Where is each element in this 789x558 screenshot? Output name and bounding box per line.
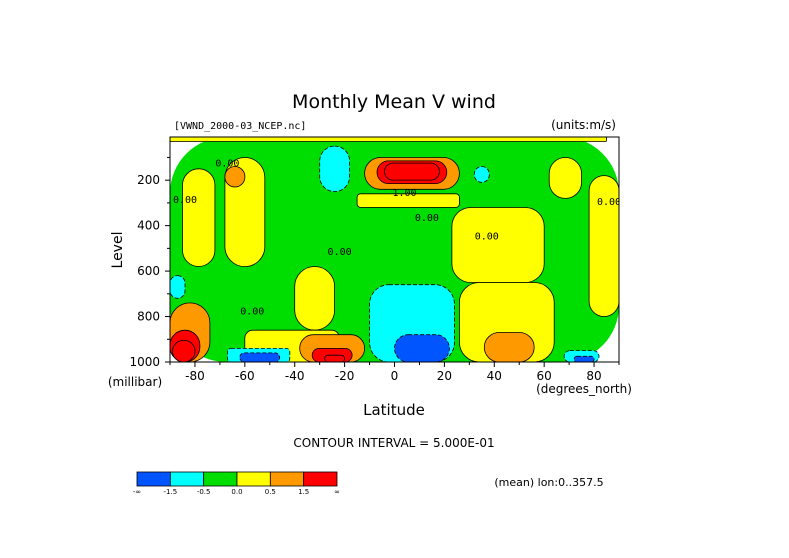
colorbar-label: -0.5 bbox=[197, 488, 211, 496]
x-tick-label: 80 bbox=[586, 369, 601, 383]
y-axis-label: Level bbox=[110, 232, 126, 269]
x-axis-label: Latitude bbox=[363, 401, 425, 419]
y-tick-label: 200 bbox=[137, 173, 160, 187]
colorbar-swatch bbox=[303, 471, 338, 487]
x-axis-ticks: -80 -60 -40 -20 0 20 40 60 80 bbox=[169, 362, 620, 383]
dataset-label: [VWND_2000-03_NCEP.nc] bbox=[174, 121, 306, 132]
contour-label: 1.00 bbox=[392, 188, 416, 199]
contour-label: 0.00 bbox=[173, 195, 197, 206]
x-tick-label: 20 bbox=[437, 369, 452, 383]
y-units-label: (millibar) bbox=[108, 375, 162, 389]
x-tick-label: 60 bbox=[537, 369, 552, 383]
contour-region bbox=[170, 137, 607, 142]
colorbar-swatch bbox=[169, 471, 205, 487]
contour-label: 0.00 bbox=[328, 247, 352, 258]
y-axis-ticks: 200 400 600 800 1000 bbox=[129, 156, 170, 369]
x-tick-label: -20 bbox=[335, 369, 355, 383]
contour-label: 0.00 bbox=[475, 231, 499, 242]
contour-region bbox=[172, 340, 196, 362]
y-tick-label: 600 bbox=[137, 264, 160, 278]
x-tick-label: -80 bbox=[185, 369, 205, 383]
colorbar-swatch bbox=[203, 471, 238, 487]
contour-region bbox=[319, 145, 351, 193]
y-tick-label: 800 bbox=[137, 310, 160, 324]
contour-region bbox=[356, 193, 460, 208]
contour-label: 0.00 bbox=[215, 159, 239, 170]
contour-region bbox=[483, 332, 535, 362]
y-tick-label: 400 bbox=[137, 219, 160, 233]
colorbar: -∞ -1.5 -0.5 0.0 0.5 1.5 ∞ bbox=[133, 471, 340, 496]
colorbar-label: 0.0 bbox=[231, 488, 242, 496]
contour-region bbox=[170, 275, 186, 299]
contour-region bbox=[182, 168, 216, 267]
colorbar-swatch bbox=[269, 471, 305, 487]
units-label: (units:m/s) bbox=[551, 118, 616, 132]
x-units-label: (degrees_north) bbox=[536, 382, 632, 396]
x-tick-label: -40 bbox=[285, 369, 305, 383]
colorbar-swatch bbox=[136, 471, 171, 487]
contour-region bbox=[239, 352, 281, 362]
contour-region bbox=[394, 334, 450, 362]
colorbar-label: -1.5 bbox=[163, 488, 177, 496]
contour-region bbox=[324, 354, 346, 362]
contour-label: 0.00 bbox=[240, 306, 264, 317]
contour-label: 0.00 bbox=[415, 213, 439, 224]
contour-interval-text: CONTOUR INTERVAL = 5.000E-01 bbox=[293, 436, 494, 450]
colorbar-label: 1.5 bbox=[298, 488, 309, 496]
colorbar-label: 0.5 bbox=[265, 488, 276, 496]
colorbar-swatch bbox=[236, 471, 271, 487]
x-tick-label: -60 bbox=[235, 369, 255, 383]
contour-region bbox=[384, 162, 440, 181]
contour-label: 0.00 bbox=[597, 197, 621, 208]
mean-text: (mean) lon:0..357.5 bbox=[494, 476, 603, 489]
x-tick-label: 40 bbox=[487, 369, 502, 383]
y-tick-label: 1000 bbox=[129, 355, 160, 369]
colorbar-end-label: ∞ bbox=[334, 488, 340, 496]
contour-region bbox=[573, 355, 595, 362]
contour-field bbox=[170, 137, 619, 362]
contour-region bbox=[548, 157, 583, 199]
contour-region bbox=[224, 166, 246, 188]
colorbar-end-label: -∞ bbox=[133, 488, 141, 496]
contour-region bbox=[451, 207, 545, 283]
contour-region bbox=[473, 166, 490, 183]
x-tick-label: 0 bbox=[391, 369, 399, 383]
contour-labels: 0.00 0.00 0.00 0.00 1.00 0.00 0.00 0.00 bbox=[173, 159, 621, 318]
contour-region bbox=[294, 266, 336, 331]
chart-title: Monthly Mean V wind bbox=[292, 91, 496, 113]
